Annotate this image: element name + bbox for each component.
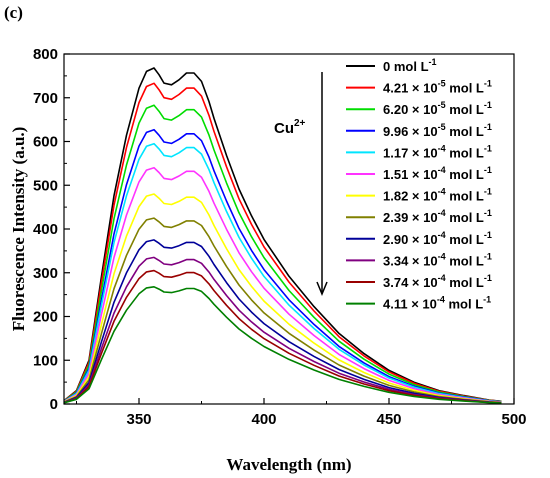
series-line-11 <box>63 269 502 404</box>
y-tick-label: 600 <box>33 134 58 151</box>
legend-label-6: 1.51 × 10-4 mol L-1 <box>383 165 492 182</box>
cu-label-text: Cu <box>274 120 294 137</box>
legend-label-10: 3.34 × 10-4 mol L-1 <box>383 251 492 268</box>
series-line-3 <box>63 104 502 403</box>
arrow-down-icon <box>316 281 328 296</box>
y-tick-label: 100 <box>33 352 58 369</box>
plot-area: 350 400 450 500 0 100 200 300 400 500 600 700 800 <box>33 46 527 428</box>
series-line-12 <box>63 286 502 404</box>
y-tick-label: 0 <box>50 396 58 413</box>
legend-label-4: 9.96 × 10-5 mol L-1 <box>383 122 492 139</box>
x-tick-label: 500 <box>501 411 526 428</box>
y-tick-label: 200 <box>33 309 58 326</box>
cu-label-charge: 2+ <box>294 118 306 129</box>
cu-label: Cu2+ <box>274 118 306 137</box>
legend-label-1: 0 mol L-1 <box>383 57 437 74</box>
panel-label: (c) <box>4 3 23 22</box>
legend-label-9: 2.90 × 10-4 mol L-1 <box>383 230 492 247</box>
x-axis-ticks: 350 400 450 500 <box>76 398 527 428</box>
legend-label-11: 3.74 × 10-4 mol L-1 <box>383 273 492 290</box>
series-line-6 <box>63 166 502 403</box>
series-line-2 <box>63 82 502 403</box>
quench-annotation: Cu2+ <box>274 72 328 296</box>
legend-label-5: 1.17 × 10-4 mol L-1 <box>383 143 492 160</box>
legend-label-7: 1.82 × 10-4 mol L-1 <box>383 187 492 204</box>
x-axis-title: Wavelength (nm) <box>226 455 351 474</box>
legend-label-8: 2.39 × 10-4 mol L-1 <box>383 208 492 225</box>
series-line-9 <box>63 239 502 404</box>
legend-label-3: 6.20 × 10-5 mol L-1 <box>383 100 492 117</box>
y-tick-label: 400 <box>33 221 58 238</box>
series-curves <box>63 67 502 404</box>
x-tick-label: 450 <box>376 411 401 428</box>
legend-label-12: 4.11 × 10-4 mol L-1 <box>383 295 491 312</box>
y-axis-title: Fluorescence Intensity (a.u.) <box>9 127 28 332</box>
legend: 0 mol L-1 4.21 × 10-5 mol L-1 6.20 × 10-5 … <box>346 57 492 312</box>
y-tick-label: 300 <box>33 265 58 282</box>
series-line-5 <box>63 142 502 403</box>
y-tick-label: 800 <box>33 46 58 63</box>
series-line-1 <box>63 67 502 403</box>
y-axis-ticks: 0 100 200 300 400 500 600 700 800 <box>33 46 70 413</box>
series-line-7 <box>63 193 502 404</box>
x-tick-label: 400 <box>251 411 276 428</box>
series-line-4 <box>63 128 502 403</box>
series-line-10 <box>63 256 502 404</box>
x-tick-label: 350 <box>126 411 151 428</box>
y-tick-label: 500 <box>33 177 58 194</box>
y-tick-label: 700 <box>33 90 58 107</box>
legend-label-2: 4.21 × 10-5 mol L-1 <box>383 79 492 96</box>
series-line-8 <box>63 217 502 404</box>
